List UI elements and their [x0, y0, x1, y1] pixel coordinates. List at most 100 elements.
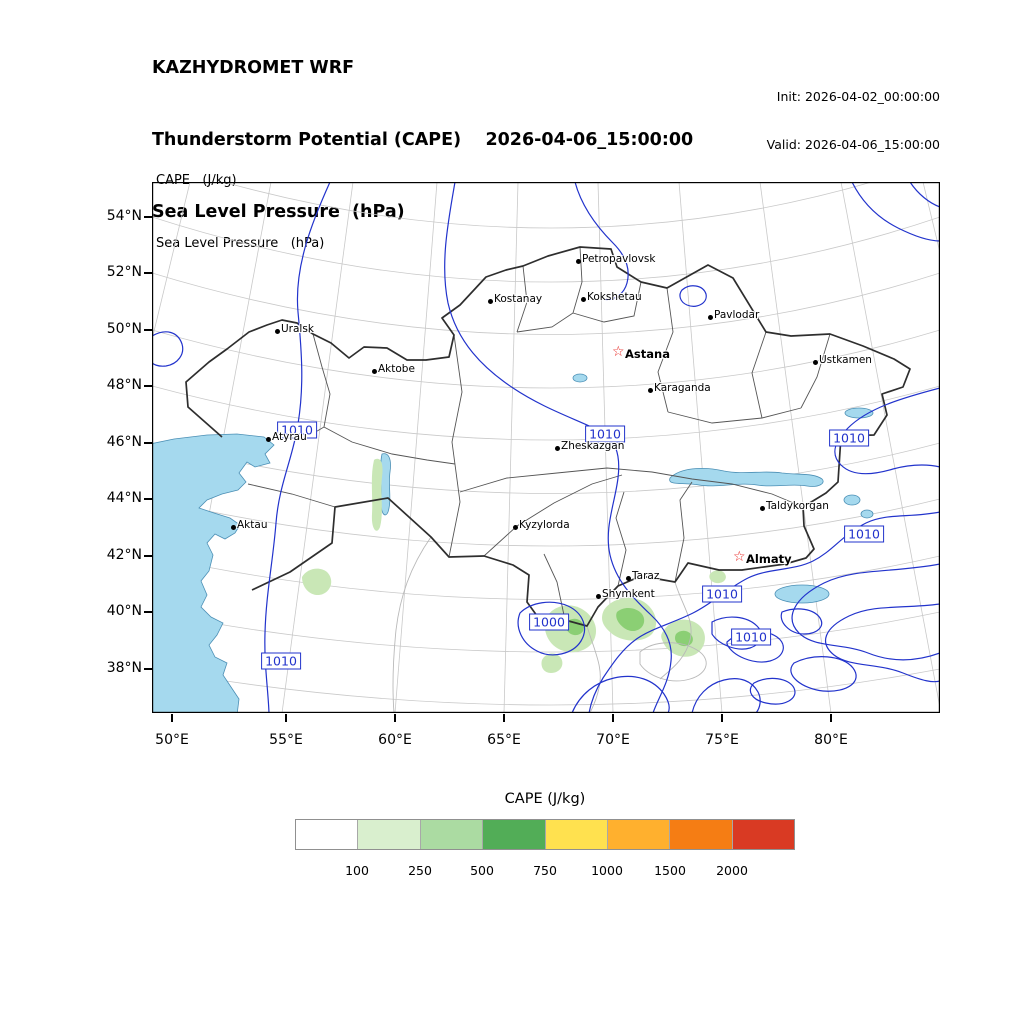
- y-axis-label: 44°N: [106, 490, 142, 506]
- lake-tengiz: [572, 373, 588, 383]
- isobar-label: 1010: [829, 429, 869, 447]
- y-axis-label: 50°N: [106, 321, 142, 337]
- capital-star-icon: ☆: [733, 549, 746, 565]
- y-axis-label: 52°N: [106, 264, 142, 280]
- city-label: Ustkamen: [819, 354, 872, 366]
- city-dot-icon: [487, 298, 493, 304]
- colorbar-segment: [358, 820, 421, 849]
- city-label: Aktobe: [378, 363, 415, 375]
- init-time: Init: 2026-04-02_00:00:00: [776, 89, 940, 104]
- colorbar-segment: [483, 820, 546, 849]
- x-axis-label: 50°E: [155, 732, 189, 748]
- colorbar-tick-label: 1500: [654, 863, 686, 878]
- city-label: Astana: [625, 347, 670, 361]
- x-axis-tick: [503, 714, 505, 722]
- city-label: Kyzylorda: [519, 519, 570, 531]
- figure-title: KAZHYDROMET WRF Thunderstorm Potential (…: [152, 8, 693, 248]
- colorbar-segment: [420, 820, 484, 849]
- y-axis-label: 54°N: [106, 208, 142, 224]
- y-axis-tick: [144, 555, 152, 557]
- isobar-label: 1010: [844, 525, 884, 543]
- city-label: Almaty: [746, 552, 792, 566]
- panel-label-cape: CAPE (J/kg): [156, 173, 237, 188]
- city-dot-icon: [575, 258, 581, 264]
- city-label: Kostanay: [494, 293, 543, 305]
- x-axis-label: 70°E: [596, 732, 630, 748]
- y-axis-label: 40°N: [106, 603, 142, 619]
- city-dot-icon: [580, 296, 586, 302]
- lake-balkhash: [669, 467, 824, 487]
- city-dot-icon: [759, 505, 765, 511]
- y-axis-tick: [144, 385, 152, 387]
- x-axis-tick: [285, 714, 287, 722]
- isobar-label: 1010: [731, 628, 771, 646]
- product-title: Thunderstorm Potential (CAPE) 2026-04-06…: [152, 130, 694, 150]
- model-name: KAZHYDROMET WRF: [152, 58, 355, 78]
- city-label: Kokshetau: [587, 291, 642, 303]
- x-axis-label: 65°E: [487, 732, 521, 748]
- x-axis-tick: [171, 714, 173, 722]
- colorbar-segment: [732, 820, 794, 849]
- colorbar-segment: [545, 820, 608, 849]
- y-axis-tick: [144, 668, 152, 670]
- y-axis-label: 42°N: [106, 547, 142, 563]
- y-axis-label: 38°N: [106, 660, 142, 676]
- colorbar-segment: [296, 820, 359, 849]
- map-canvas: [152, 182, 940, 713]
- city-label: Aktau: [237, 519, 268, 531]
- isobar-label: 1010: [702, 585, 742, 603]
- x-axis-tick: [394, 714, 396, 722]
- y-axis-tick: [144, 216, 152, 218]
- cape-shading-mid: [565, 608, 693, 647]
- y-axis-tick: [144, 442, 152, 444]
- lake-zaysan: [844, 407, 874, 419]
- panel-field-labels: CAPE (J/kg) Sea Level Pressure (hPa): [156, 128, 324, 275]
- y-axis-label: 48°N: [106, 377, 142, 393]
- oblast-borders: [247, 246, 831, 621]
- y-axis-tick: [144, 272, 152, 274]
- isobar-label: 1000: [529, 613, 569, 631]
- x-axis-tick: [830, 714, 832, 722]
- colorbar-tick-label: 1000: [591, 863, 623, 878]
- y-axis-tick: [144, 611, 152, 613]
- colorbar-tick-label: 100: [345, 863, 369, 878]
- isobar-label: 1010: [585, 425, 625, 443]
- city-label: Pavlodar: [714, 309, 760, 321]
- x-axis-label: 55°E: [269, 732, 303, 748]
- water-bodies: [152, 373, 874, 713]
- colorbar-segment: [607, 820, 671, 849]
- y-axis-label: 46°N: [106, 434, 142, 450]
- run-info: Init: 2026-04-02_00:00:00 Valid: 2026-04…: [767, 57, 940, 169]
- y-axis-tick: [144, 498, 152, 500]
- colorbar-tick-label: 500: [470, 863, 494, 878]
- city-label: Uralsk: [281, 323, 314, 335]
- city-label: Petropavlovsk: [582, 253, 656, 265]
- city-label: Taraz: [632, 570, 660, 582]
- colorbar-tick-label: 750: [533, 863, 557, 878]
- colorbar-tick-label: 2000: [716, 863, 748, 878]
- aral-sea: [380, 453, 391, 516]
- y-axis-tick: [144, 329, 152, 331]
- caspian-sea: [152, 433, 275, 713]
- city-dot-icon: [647, 387, 653, 393]
- x-axis-tick: [721, 714, 723, 722]
- city-dot-icon: [625, 575, 631, 581]
- lake-alakol: [843, 494, 861, 506]
- lake-ebinur: [860, 509, 874, 519]
- x-axis-tick: [612, 714, 614, 722]
- valid-time: Valid: 2026-04-06_15:00:00: [766, 137, 940, 152]
- city-dot-icon: [371, 368, 377, 374]
- colorbar: [295, 819, 795, 850]
- city-dot-icon: [265, 436, 271, 442]
- foreign-borders: [392, 536, 707, 713]
- city-label: Shymkent: [602, 588, 655, 600]
- city-label: Taldykorgan: [766, 500, 829, 512]
- capital-star-icon: ☆: [612, 344, 625, 360]
- city-dot-icon: [595, 593, 601, 599]
- x-axis-label: 60°E: [378, 732, 412, 748]
- x-axis-label: 80°E: [814, 732, 848, 748]
- city-label: Karaganda: [654, 382, 711, 394]
- city-dot-icon: [812, 359, 818, 365]
- map-frame: [152, 182, 940, 713]
